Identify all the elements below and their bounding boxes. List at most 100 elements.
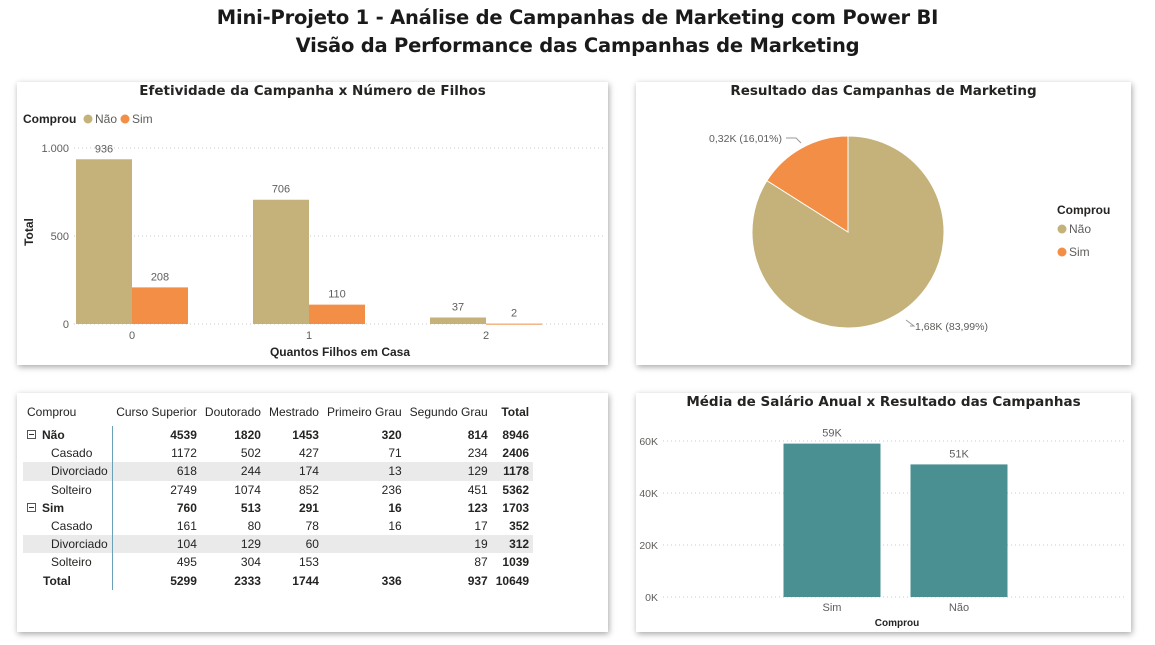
table-cell: 244: [200, 462, 265, 481]
table-cell: 234: [467, 446, 488, 461]
data-label: 51K: [949, 448, 969, 460]
table-row: Casado 161 80 78 16 17 352: [23, 516, 533, 536]
bar-nao-1[interactable]: [253, 199, 309, 324]
bar-nao-2[interactable]: [430, 317, 486, 324]
table-cell: 495: [176, 555, 197, 570]
collapse-icon[interactable]: [27, 503, 36, 513]
leader-line: [786, 137, 802, 144]
report-subtitle: Visão da Performance das Campanhas de Ma…: [295, 34, 860, 57]
salary-bar-nao[interactable]: [910, 464, 1008, 597]
table-cell: 1039: [502, 555, 530, 570]
table-cell: 71: [388, 446, 402, 461]
table-cell: 236: [381, 482, 402, 497]
legend-nao-label[interactable]: Não: [95, 112, 117, 126]
column-header[interactable]: Comprou: [27, 405, 77, 419]
collapse-icon[interactable]: [27, 430, 36, 440]
table-cell: 104: [112, 535, 201, 554]
children-effectiveness-panel[interactable]: Efetividade da Campanha x Número de Filh…: [17, 82, 608, 365]
education-matrix-panel[interactable]: Comprou Curso Superior Doutorado Mestrado Pr…: [17, 393, 608, 632]
column-header[interactable]: Segundo Grau: [409, 405, 488, 419]
row-label: Solteiro: [23, 553, 113, 572]
report-header: Mini-Projeto 1 - Análise de Campanhas de…: [0, 4, 1155, 60]
x-tick-label: 1: [306, 330, 312, 342]
pie-legend-title: Comprou: [1057, 203, 1110, 217]
x-tick-label: Sim: [823, 602, 842, 614]
campaign-result-panel[interactable]: Resultado das Campanhas de Marketing 1,6…: [636, 82, 1131, 365]
table-cell: 852: [298, 482, 319, 497]
table-cell: 1178: [491, 462, 534, 481]
x-tick-label: 0: [129, 330, 135, 342]
table-cell: 4539: [170, 428, 197, 443]
table-cell: 2333: [234, 573, 261, 588]
table-row: Casado 1172 502 427 71 234 2406: [23, 444, 533, 463]
y-tick-label: 60K: [639, 436, 658, 448]
y-axis-title: Total: [22, 218, 36, 246]
row-label: Total: [23, 571, 113, 590]
table-cell: 60: [264, 535, 323, 554]
table-cell: [322, 535, 406, 554]
pie-label-sim: 0,32K (16,01%): [709, 133, 782, 145]
table-cell: 336: [381, 573, 402, 588]
pie-label-nao: 1,68K (83,99%): [915, 321, 988, 333]
pie-chart-title: Resultado das Campanhas de Marketing: [730, 83, 1037, 99]
bar-sim-2[interactable]: [486, 323, 542, 325]
table-cell: 19: [405, 535, 492, 554]
campaign-pie-chart[interactable]: 1,68K (83,99%) 0,32K (16,01%) Comprou Não…: [636, 82, 1131, 365]
data-label: 2: [511, 308, 517, 320]
pie-legend-nao-label[interactable]: Não: [1069, 222, 1091, 236]
table-row: Divorciado 104 129 60 19 312: [23, 535, 534, 554]
pie-legend-sim-label[interactable]: Sim: [1069, 245, 1090, 259]
group-row: Sim 760 513 291 16 123 1703: [23, 498, 533, 517]
column-header[interactable]: Primeiro Grau: [326, 405, 402, 419]
row-label: Solteiro: [23, 480, 113, 499]
pie-slice-sim[interactable]: [766, 135, 849, 233]
table-cell: 352: [509, 519, 530, 534]
column-header[interactable]: Doutorado: [204, 405, 261, 419]
table-cell: 427: [298, 446, 319, 461]
column-header[interactable]: Mestrado: [268, 405, 319, 419]
table-cell: 312: [491, 535, 534, 554]
table-cell: 5299: [170, 573, 197, 588]
salary-panel[interactable]: Média de Salário Anual x Resultado das C…: [636, 393, 1131, 632]
table-cell: 87: [474, 555, 488, 570]
table-cell: 174: [264, 462, 323, 481]
data-label: 59K: [822, 428, 842, 440]
bar-nao-0[interactable]: [76, 159, 132, 324]
education-matrix-table[interactable]: Comprou Curso Superior Doutorado Mestrado Pr…: [23, 398, 534, 590]
children-bar-chart[interactable]: Comprou Não Sim Total Quantos Filhos em …: [17, 82, 608, 365]
salary-bar-chart[interactable]: 0K 20K 40K 60K 59K Sim 51K Não Comprou: [636, 393, 1131, 632]
data-label: 37: [452, 301, 464, 313]
table-cell: 1703: [502, 500, 530, 515]
bar-sim-0[interactable]: [132, 287, 188, 324]
table-cell: 502: [240, 446, 261, 461]
table-cell: 451: [467, 482, 488, 497]
table-cell: 937: [467, 573, 488, 588]
data-label: 936: [95, 143, 113, 155]
group-row: Não 4539 1820 1453 320 814 8946: [23, 426, 533, 445]
table-cell: 17: [474, 519, 488, 534]
legend-sim-marker: [120, 114, 130, 124]
legend-sim-label[interactable]: Sim: [132, 112, 153, 126]
row-label: Não: [23, 426, 113, 445]
column-header[interactable]: Curso Superior: [116, 405, 197, 419]
y-tick-label: 500: [51, 231, 69, 243]
table-cell: 1744: [292, 573, 319, 588]
y-tick-label: 0K: [645, 592, 658, 604]
table-cell: 2749: [170, 482, 197, 497]
column-header[interactable]: Total: [501, 405, 530, 419]
pie-legend-nao-marker: [1057, 224, 1067, 234]
salary-chart-title: Média de Salário Anual x Resultado das C…: [686, 394, 1081, 410]
data-label: 706: [272, 184, 290, 196]
bar-sim-1[interactable]: [309, 304, 365, 324]
legend-title: Comprou: [23, 112, 76, 126]
table-cell: 80: [247, 519, 261, 534]
row-label: Casado: [23, 516, 113, 536]
salary-bar-sim[interactable]: [783, 443, 881, 597]
table-cell: 129: [200, 535, 265, 554]
table-cell: 291: [298, 500, 319, 515]
row-label: Divorciado: [23, 535, 113, 554]
table-cell: 1074: [234, 482, 261, 497]
row-label: Casado: [23, 444, 113, 463]
data-label: 208: [151, 271, 169, 283]
table-cell: 513: [240, 500, 261, 515]
